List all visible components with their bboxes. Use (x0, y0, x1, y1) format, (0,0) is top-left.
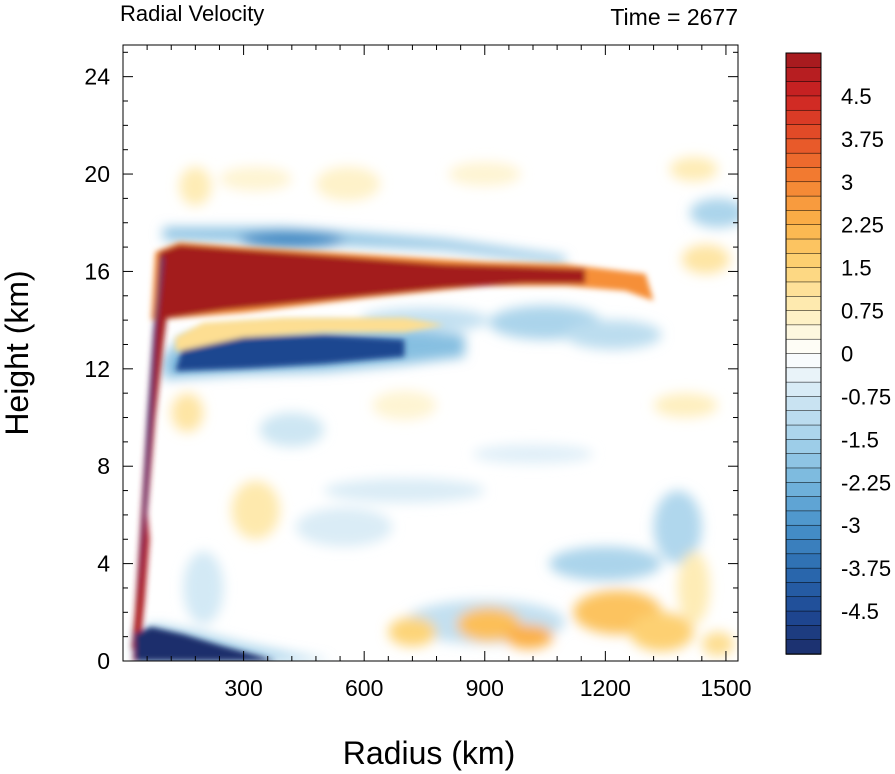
chart-title-left: Radial Velocity (120, 1, 264, 26)
y-tick-label: 16 (84, 258, 110, 284)
colorbar-segment (785, 625, 822, 641)
colorbar-segment (785, 396, 822, 412)
colorbar-labels: 4.5 3.75 3 2.25 1.5 0.75 0 -0.75 -1.5 -2.25 -3 -3.7… (841, 84, 891, 624)
colorbar-tick-label: -2.25 (841, 470, 891, 495)
colorbar-segment (785, 124, 822, 140)
colorbar-segment (785, 610, 822, 627)
colorbar-segment (785, 338, 822, 355)
y-tick-labels: 0 4 8 12 16 20 24 (84, 64, 110, 674)
colorbar-tick-label: 1.5 (841, 256, 872, 281)
axis-ticks (123, 45, 738, 661)
colorbar-segment (785, 367, 822, 383)
colorbar-segment (785, 553, 822, 569)
colorbar-segment (785, 496, 822, 512)
colorbar-segment (785, 253, 822, 269)
x-tick-label: 900 (466, 675, 504, 701)
colorbar-segment (785, 181, 822, 197)
y-tick-label: 12 (84, 356, 110, 382)
colorbar-tick-label: -3 (841, 513, 861, 538)
colorbar-segment (785, 267, 822, 283)
colorbar-segment (785, 138, 822, 154)
colorbar-segment (785, 453, 822, 469)
colorbar-tick-label: -4.5 (841, 599, 879, 624)
return-inflow-core (175, 334, 405, 372)
y-tick-label: 20 (84, 161, 110, 187)
colorbar-tick-label: -0.75 (841, 384, 891, 409)
transition-band (175, 317, 445, 352)
colorbar-tick-label: 3.75 (841, 127, 884, 152)
colorbar-segment (785, 567, 822, 584)
colorbar-tick-label: 0.75 (841, 299, 884, 324)
colorbar-segment (785, 639, 822, 655)
colorbar-tick-label: 2.25 (841, 213, 884, 238)
x-tick-label: 1500 (700, 675, 751, 701)
colorbar-segment (785, 109, 822, 126)
x-tick-labels: 300 600 900 1200 1500 (224, 675, 751, 701)
colorbar-segment (785, 95, 822, 111)
boundary-inflow-core (135, 626, 276, 661)
colorbar-tick-label: 3 (841, 170, 853, 195)
colorbar-segment (785, 353, 822, 369)
colorbar-segment (785, 81, 822, 97)
chart-title-right: Time = 2677 (610, 4, 738, 30)
y-tick-label: 8 (97, 453, 110, 479)
colorbar-segment (785, 524, 822, 541)
colorbar-segment (785, 296, 822, 312)
x-axis-label: Radius (km) (343, 735, 515, 771)
colorbar-segment (785, 510, 822, 526)
colorbar (785, 52, 822, 655)
colorbar-segment (785, 210, 822, 226)
outflow-jet-core (155, 244, 586, 321)
colorbar-segment (785, 582, 822, 598)
colorbar-segment (785, 281, 822, 298)
colorbar-segment (785, 224, 822, 240)
x-tick-label: 1200 (580, 675, 631, 701)
colorbar-segment (785, 195, 822, 212)
colorbar-segment (785, 167, 822, 183)
colorbar-segment (785, 310, 822, 326)
colorbar-segment (785, 424, 822, 441)
colorbar-tick-label: 0 (841, 342, 853, 367)
y-tick-label: 0 (97, 648, 110, 674)
colorbar-segment (785, 67, 822, 83)
colorbar-tick-label: 4.5 (841, 84, 872, 109)
colorbar-tick-label: -3.75 (841, 556, 891, 581)
colorbar-segment (785, 324, 822, 340)
colorbar-segment (785, 410, 822, 426)
x-tick-label: 300 (224, 675, 262, 701)
colorbar-segment (785, 439, 822, 455)
eyewall-low-outflow (133, 502, 150, 661)
colorbar-segment (785, 238, 822, 255)
colorbar-segment (785, 482, 822, 498)
colorbar-segment (785, 381, 822, 398)
colorbar-tick-label: -1.5 (841, 427, 879, 452)
y-tick-label: 24 (84, 64, 110, 90)
velocity-field (123, 45, 738, 661)
y-tick-label: 4 (97, 551, 110, 577)
colorbar-segment (785, 152, 822, 169)
colorbar-segment (785, 467, 822, 484)
x-tick-label: 600 (345, 675, 383, 701)
colorbar-segment (785, 539, 822, 555)
plot-frame (122, 44, 739, 662)
y-axis-label: Height (km) (0, 270, 35, 435)
colorbar-segment (785, 596, 822, 612)
colorbar-segment (785, 52, 822, 69)
